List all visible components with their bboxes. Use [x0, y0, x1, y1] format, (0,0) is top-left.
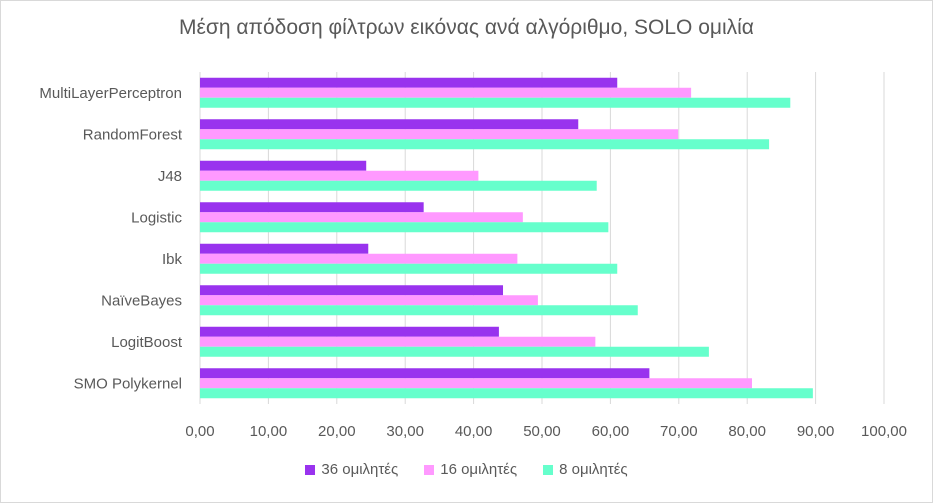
- bar: [200, 119, 579, 130]
- bar: [200, 336, 596, 347]
- x-tick-label: 90,00: [797, 423, 835, 440]
- category-label: SMO Polykernel: [74, 375, 182, 392]
- x-tick-label: 70,00: [660, 423, 698, 440]
- category-label: NaïveBayes: [101, 292, 182, 309]
- x-tick-label: 80,00: [728, 423, 766, 440]
- x-tick-label: 50,00: [523, 423, 561, 440]
- x-tick-label: 10,00: [250, 423, 288, 440]
- category-label: MultiLayerPerceptron: [39, 85, 182, 102]
- legend-item: 16 ομιλητές: [424, 461, 517, 478]
- x-tick-label: 40,00: [455, 423, 493, 440]
- legend-label: 16 ομιλητές: [440, 461, 518, 478]
- bar: [200, 87, 692, 98]
- bar: [200, 253, 518, 264]
- x-tick-label: 60,00: [592, 423, 630, 440]
- bar: [200, 368, 650, 379]
- bar: [200, 243, 369, 254]
- x-tick-label: 20,00: [318, 423, 356, 440]
- bar: [200, 212, 523, 223]
- bar: [200, 180, 597, 191]
- category-label: J48: [158, 168, 182, 185]
- bar: [200, 388, 813, 399]
- bar: [200, 129, 679, 140]
- legend-item: 8 ομιλητές: [543, 461, 628, 478]
- legend-label: 36 ομιλητές: [321, 461, 399, 478]
- bar: [200, 285, 504, 296]
- bar: [200, 263, 618, 274]
- bar: [200, 378, 752, 389]
- bar: [200, 295, 538, 306]
- chart-title: Μέση απόδοση φίλτρων εικόνας ανά αλγόριθ…: [179, 16, 754, 39]
- bar: [200, 160, 367, 171]
- legend-label: 8 ομιλητές: [559, 461, 628, 478]
- legend-swatch: [543, 464, 554, 475]
- bar: [200, 326, 499, 337]
- bar: [200, 202, 424, 213]
- bar: [200, 222, 609, 233]
- category-label: RandomForest: [83, 126, 183, 143]
- category-label: LogitBoost: [111, 334, 183, 351]
- category-label: Logistic: [131, 209, 182, 226]
- x-tick-label: 0,00: [185, 423, 214, 440]
- bar: [200, 139, 770, 150]
- x-tick-label: 30,00: [386, 423, 424, 440]
- legend-item: 36 ομιλητές: [305, 461, 398, 478]
- bar: [200, 77, 618, 88]
- bar: [200, 305, 638, 316]
- x-tick-label: 100,00: [861, 423, 907, 440]
- legend-swatch: [305, 464, 316, 475]
- category-label: Ibk: [162, 251, 183, 268]
- bar: [200, 170, 479, 181]
- bar: [200, 346, 709, 357]
- legend-swatch: [424, 464, 435, 475]
- legend: 36 ομιλητές 16 ομιλητές 8 ομιλητές: [0, 461, 933, 478]
- bar: [200, 97, 791, 108]
